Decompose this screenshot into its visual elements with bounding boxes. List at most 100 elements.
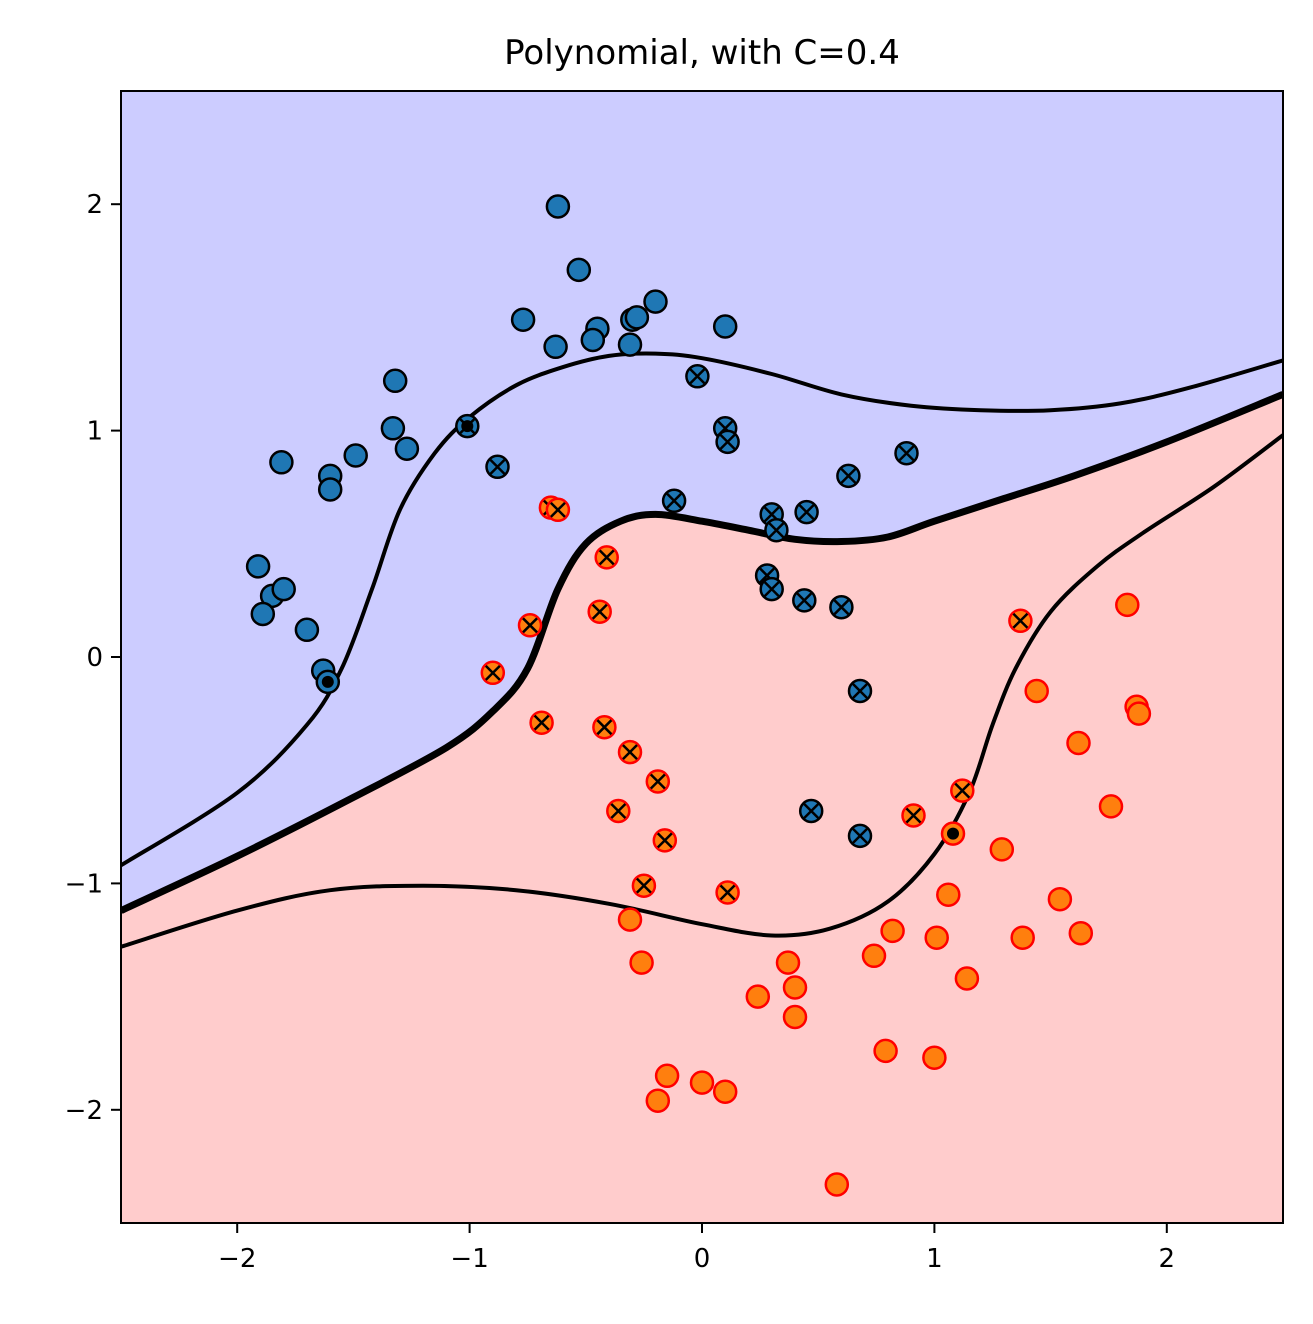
point-marker (954, 966, 980, 991)
x-axis: −2 −1 0 1 2 (218, 1223, 1175, 1274)
class0-point (712, 314, 738, 339)
point-marker (924, 925, 949, 950)
point-marker (394, 436, 420, 461)
point-marker (382, 368, 408, 394)
y-tick-label: −1 (65, 869, 103, 899)
class0-point (317, 477, 343, 502)
support-vector-x-marker (610, 803, 627, 819)
class1-point (922, 1045, 947, 1070)
support-vector-x-marker (656, 832, 673, 849)
point-marker (1115, 592, 1140, 618)
support-vector-x-marker (763, 581, 780, 597)
margin-support-vector-dot (947, 827, 959, 840)
points-layer (245, 194, 1152, 1197)
margin-support-vector-dot (321, 675, 334, 688)
support-vector-x-marker (489, 458, 506, 475)
class0-point (315, 669, 341, 695)
class1-point (901, 803, 926, 828)
class0-point (661, 488, 687, 514)
point-marker (654, 1063, 680, 1089)
point-marker (1098, 794, 1124, 819)
point-marker (245, 554, 271, 579)
y-tick-label: 1 (86, 417, 103, 447)
point-marker (1068, 920, 1094, 946)
x-tick-label: −1 (450, 1244, 488, 1274)
class1-point (1068, 920, 1094, 946)
class0-point (455, 413, 480, 439)
point-marker (936, 882, 961, 907)
point-marker (745, 984, 771, 1009)
y-tick-label: −2 (65, 1096, 103, 1126)
class1-point (594, 545, 619, 570)
class1-point (745, 984, 771, 1009)
class0-region (121, 91, 1283, 911)
point-marker (1047, 886, 1073, 912)
class0-point (847, 678, 873, 704)
support-vector-x-marker (550, 501, 566, 518)
support-vector-x-marker (768, 522, 785, 539)
x-tick-label: −2 (218, 1244, 256, 1274)
point-marker (271, 576, 296, 602)
point-marker (294, 617, 320, 643)
class0-point (510, 307, 536, 332)
point-marker (1126, 701, 1152, 726)
class1-point (1115, 592, 1140, 618)
support-vector-x-marker (798, 504, 815, 520)
class1-point (654, 1063, 680, 1089)
class0-point (764, 517, 789, 543)
point-marker (617, 907, 643, 932)
class1-point (652, 828, 678, 853)
class1-point (782, 975, 808, 1000)
class1-point (715, 880, 740, 905)
x-tick-label: 2 (1159, 1244, 1176, 1274)
support-vector-x-marker (649, 773, 666, 790)
class1-point (689, 1070, 715, 1095)
class0-point (829, 594, 854, 620)
class1-point (606, 798, 631, 824)
class0-point (685, 364, 710, 389)
class1-point (587, 599, 612, 624)
point-marker (566, 257, 592, 283)
support-vector-x-marker (591, 603, 608, 620)
margin-lower-line (121, 433, 1283, 949)
support-vector-x-marker (852, 683, 868, 699)
class1-point (517, 613, 543, 638)
class0-point (798, 798, 824, 824)
class1-point (861, 943, 887, 969)
point-marker (250, 601, 276, 627)
class1-point (989, 837, 1015, 862)
class1-point (782, 1004, 808, 1030)
class0-point (836, 463, 861, 489)
class1-point (1047, 886, 1073, 912)
point-marker (617, 332, 643, 357)
point-marker (712, 1079, 738, 1104)
point-marker (645, 1088, 671, 1113)
class1-point (1008, 608, 1033, 634)
class0-point (269, 450, 294, 475)
point-marker (989, 837, 1015, 862)
class0-point (543, 334, 568, 360)
point-marker (712, 314, 738, 339)
support-vector-x-marker (522, 617, 538, 634)
margin-support-vector-dot (461, 420, 474, 433)
class1-point (954, 966, 980, 991)
class0-point (715, 429, 740, 455)
point-marker (317, 477, 343, 502)
point-marker (629, 950, 654, 975)
point-marker (861, 943, 887, 969)
support-vector-x-marker (596, 719, 613, 736)
class0-point (545, 194, 571, 219)
class1-point (873, 1038, 898, 1064)
point-marker (510, 307, 536, 332)
class1-point (529, 710, 554, 735)
decision-boundary-line (121, 391, 1283, 914)
support-vector-x-marker (803, 803, 820, 819)
class0-point (380, 416, 406, 441)
support-vector-x-marker (533, 714, 550, 731)
class0-point (580, 327, 606, 353)
support-vector-x-marker (666, 492, 682, 509)
point-marker (380, 416, 406, 441)
class1-point (940, 821, 966, 846)
class1-point (1126, 701, 1152, 726)
